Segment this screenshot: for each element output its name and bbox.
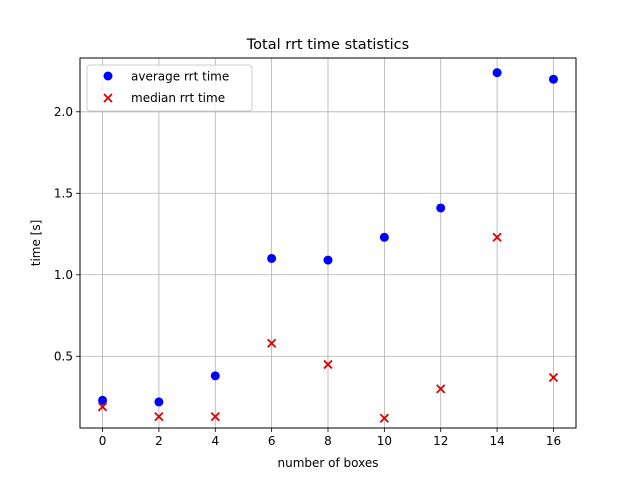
legend-label-average: average rrt time	[131, 70, 229, 84]
chart-title: Total rrt time statistics	[246, 37, 409, 53]
y-tick-label: 0.5	[54, 349, 73, 363]
y-tick-label: 2.0	[54, 105, 73, 119]
median-point	[492, 232, 502, 242]
average-point	[436, 203, 446, 213]
median-point	[266, 338, 277, 348]
average-point	[267, 253, 277, 263]
legend-marker-average	[103, 71, 113, 81]
x-tick-label: 16	[546, 434, 561, 448]
legend-marker-median	[103, 93, 113, 103]
x-tick-label: 4	[211, 434, 219, 448]
average-point	[210, 371, 220, 381]
x-axis-ticks: 0 2 4 6 8 10 12 14 16	[99, 428, 561, 448]
x-tick-label: 2	[155, 434, 163, 448]
y-axis-title: time [s]	[29, 220, 43, 267]
median-point	[210, 411, 220, 422]
x-tick-label: 6	[268, 434, 276, 448]
average-point	[492, 68, 502, 78]
data-points	[97, 68, 559, 423]
y-tick-label: 1.5	[54, 186, 73, 200]
median-point	[97, 402, 108, 412]
average-point	[154, 397, 164, 407]
y-tick-label: 1.0	[54, 268, 73, 282]
x-axis-title: number of boxes	[278, 456, 379, 470]
median-point	[548, 372, 559, 383]
median-point	[323, 359, 333, 370]
average-point	[98, 395, 108, 405]
median-point	[379, 413, 390, 423]
median-point	[154, 411, 164, 422]
grid-lines	[80, 58, 576, 428]
legend: average rrt time median rrt time	[86, 64, 253, 112]
plot-frame	[79, 57, 577, 429]
y-axis-ticks: 0.5 1.0 1.5 2.0	[54, 105, 80, 363]
x-tick-label: 8	[324, 434, 332, 448]
x-tick-label: 10	[377, 434, 392, 448]
median-point	[436, 384, 446, 394]
average-point	[548, 74, 558, 84]
legend-label-median: median rrt time	[131, 91, 225, 105]
legend-box	[86, 64, 253, 112]
x-tick-label: 0	[99, 434, 107, 448]
x-tick-label: 12	[433, 434, 448, 448]
x-tick-label: 14	[489, 434, 504, 448]
average-point	[323, 255, 333, 265]
average-point	[379, 232, 389, 242]
